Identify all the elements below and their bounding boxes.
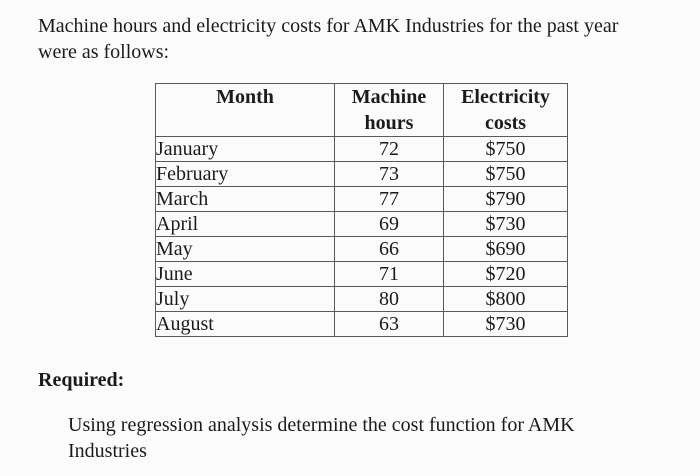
col-header-electricity-costs: Electricity costs — [443, 83, 568, 137]
intro-line-2: were as follows: — [38, 41, 170, 63]
month-cell: August — [155, 311, 335, 337]
required-label: Required: — [38, 369, 125, 391]
col-header-month: Month — [155, 83, 335, 137]
machine-hours-cell: 63 — [334, 311, 444, 337]
table-header: Month Machine hours Electricity costs — [155, 83, 568, 137]
header-row: Month Machine hours Electricity costs — [155, 83, 568, 137]
table-row: May 66 $690 — [155, 236, 568, 262]
electricity-cost-cell: $790 — [443, 186, 568, 212]
intro-line-1: Machine hours and electricity costs for … — [38, 15, 619, 37]
electricity-cost-cell: $730 — [443, 211, 568, 237]
electricity-cost-cell: $800 — [443, 286, 568, 312]
table-body: January 72 $750 February 73 $750 March 7… — [155, 136, 568, 337]
document-page: Machine hours and electricity costs for … — [0, 13, 700, 464]
machine-hours-cell: 72 — [334, 136, 444, 162]
task-line-2: Industries — [68, 440, 147, 462]
col-header-machine-hours: Machine hours — [334, 83, 444, 137]
electricity-cost-cell: $720 — [443, 261, 568, 287]
intro-paragraph: Machine hours and electricity costs for … — [38, 13, 700, 65]
table-row: June 71 $720 — [155, 261, 568, 287]
table-row: April 69 $730 — [155, 211, 568, 237]
machine-hours-cell: 77 — [334, 186, 444, 212]
machine-hours-cell: 71 — [334, 261, 444, 287]
electricity-cost-cell: $690 — [443, 236, 568, 262]
machine-hours-table: Month Machine hours Electricity costs Ja… — [155, 83, 568, 337]
month-cell: May — [155, 236, 335, 262]
electricity-cost-cell: $730 — [443, 311, 568, 337]
month-cell: June — [155, 261, 335, 287]
month-cell: April — [155, 211, 335, 237]
electricity-cost-cell: $750 — [443, 161, 568, 187]
task-paragraph: Using regression analysis determine the … — [68, 412, 700, 464]
table-row: February 73 $750 — [155, 161, 568, 187]
month-cell: July — [155, 286, 335, 312]
table-row: March 77 $790 — [155, 186, 568, 212]
machine-hours-cell: 73 — [334, 161, 444, 187]
task-line-1: Using regression analysis determine the … — [68, 414, 575, 436]
electricity-cost-cell: $750 — [443, 136, 568, 162]
month-cell: February — [155, 161, 335, 187]
table-row: August 63 $730 — [155, 311, 568, 337]
machine-hours-cell: 69 — [334, 211, 444, 237]
month-cell: January — [155, 136, 335, 162]
table-row: January 72 $750 — [155, 136, 568, 162]
machine-hours-cell: 80 — [334, 286, 444, 312]
month-cell: March — [155, 186, 335, 212]
table-row: July 80 $800 — [155, 286, 568, 312]
machine-hours-cell: 66 — [334, 236, 444, 262]
